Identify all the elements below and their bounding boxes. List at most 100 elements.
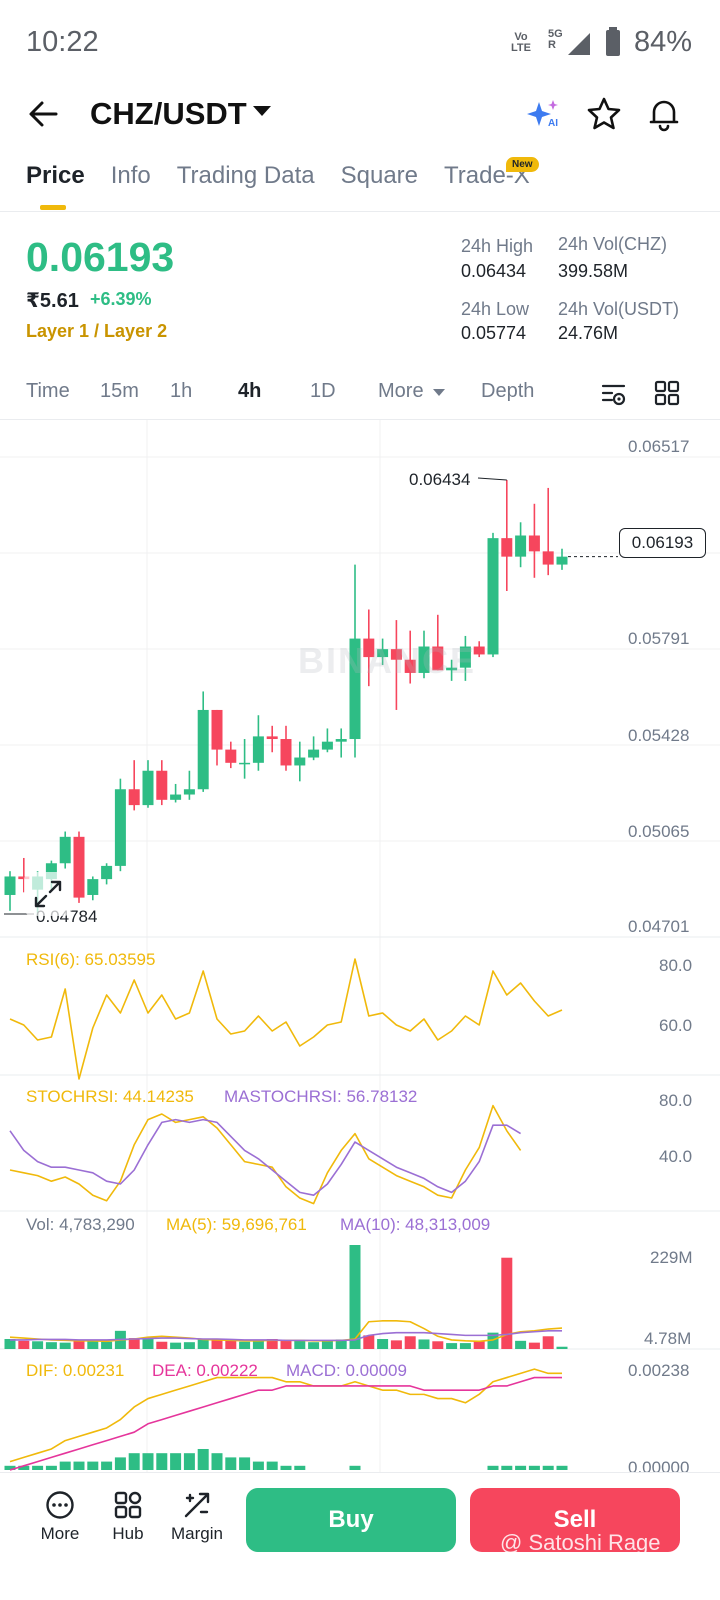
battery-percent: 84% xyxy=(633,26,692,58)
volume-bar xyxy=(294,1339,306,1349)
indicator-settings-icon[interactable] xyxy=(600,380,628,413)
pair-selector[interactable]: CHZ/USDT xyxy=(90,96,247,131)
ai-sparkle-icon[interactable]: AI xyxy=(526,96,562,132)
change-percent: +6.39% xyxy=(90,289,152,309)
volume-bar xyxy=(542,1336,554,1349)
margin-button[interactable]: Margin xyxy=(167,1490,227,1544)
user-watermark: @ Satoshi Rage xyxy=(500,1530,661,1555)
rsi-label: RSI(6): 65.03595 xyxy=(26,950,156,969)
signal-icon: 5G R xyxy=(547,27,592,57)
volume-bar xyxy=(432,1341,444,1349)
tab-square[interactable]: Square xyxy=(340,162,418,189)
interval-4h[interactable]: 4h xyxy=(238,380,262,402)
macd-bar xyxy=(156,1453,168,1470)
interval-1d[interactable]: 1D xyxy=(310,380,336,402)
high-marker: 0.06434 xyxy=(409,470,471,489)
current-price-tag: 0.06193 xyxy=(619,528,706,558)
candle-body xyxy=(4,876,16,895)
expand-icon[interactable] xyxy=(24,872,72,916)
stoch-axis-label: 40.0 xyxy=(659,1147,693,1166)
layout-grid-icon[interactable] xyxy=(654,380,680,411)
volume-bar xyxy=(211,1340,223,1349)
price-axis-label: 0.05428 xyxy=(628,726,690,745)
macd-bar xyxy=(487,1465,499,1470)
macd-bar xyxy=(170,1453,182,1470)
volume-bar xyxy=(501,1257,513,1349)
caret-down-icon[interactable] xyxy=(253,106,271,116)
macd-bar xyxy=(59,1461,71,1470)
network-type-label: 5G R xyxy=(547,27,563,51)
tab-price[interactable]: Price xyxy=(26,162,85,189)
ma5-label: MA(5): 59,696,761 xyxy=(166,1215,307,1234)
candle-body xyxy=(45,863,57,880)
active-tab-indicator xyxy=(40,205,66,210)
new-badge: New xyxy=(506,157,539,172)
more-dots-icon xyxy=(46,1491,74,1519)
volume-bar xyxy=(101,1341,113,1349)
macd-bar xyxy=(501,1465,513,1470)
back-arrow-icon[interactable] xyxy=(26,96,62,132)
macd-bar xyxy=(239,1457,251,1470)
volume-bar xyxy=(73,1340,85,1349)
interval-1h[interactable]: 1h xyxy=(170,380,193,402)
candle-body xyxy=(556,556,568,565)
divider xyxy=(0,419,720,420)
star-icon[interactable] xyxy=(586,96,622,132)
rsi-axis-label: 80.0 xyxy=(659,956,693,975)
category-tag[interactable]: Layer 1 / Layer 2 xyxy=(26,321,168,341)
volume-bar xyxy=(183,1342,195,1349)
volume-bar xyxy=(4,1339,16,1349)
hub-button[interactable]: Hub xyxy=(98,1490,158,1544)
buy-button[interactable]: Buy xyxy=(246,1488,456,1552)
macd-bar xyxy=(266,1461,278,1470)
interval-more[interactable]: More xyxy=(378,380,424,402)
sell-button[interactable]: Sell xyxy=(470,1488,680,1552)
volume-bar xyxy=(418,1339,430,1349)
bell-icon[interactable] xyxy=(646,96,682,132)
ma10-label: MA(10): 48,313,009 xyxy=(340,1215,491,1234)
tab-info[interactable]: Info xyxy=(110,162,151,189)
volume-bar xyxy=(252,1340,264,1349)
interval-15m[interactable]: 15m xyxy=(100,380,139,402)
volume-bar xyxy=(32,1341,44,1349)
macd-bar xyxy=(101,1461,113,1470)
more-button[interactable]: More xyxy=(30,1490,90,1544)
candle-body xyxy=(349,638,361,740)
price-axis-label: 0.04701 xyxy=(628,917,690,936)
candle-body xyxy=(128,789,140,806)
volume-bar xyxy=(266,1339,278,1349)
volume-label: Vol: 4,783,290 xyxy=(26,1215,135,1234)
macd-bar xyxy=(252,1461,264,1470)
candle-body xyxy=(418,646,430,673)
candlestick-chart[interactable] xyxy=(0,420,720,1472)
candle-body xyxy=(515,535,527,557)
more-label: More xyxy=(40,1524,80,1543)
margin-label: Margin xyxy=(171,1524,223,1543)
volume-bar xyxy=(556,1346,568,1349)
volume-bar xyxy=(473,1340,485,1349)
volume-bar xyxy=(308,1342,320,1349)
volume-bar xyxy=(363,1335,375,1349)
volume-bar xyxy=(404,1336,416,1349)
candle-body xyxy=(487,538,499,655)
hub-grid-icon xyxy=(114,1491,142,1519)
macd-bar xyxy=(183,1453,195,1470)
candle-body xyxy=(266,736,278,740)
candle-body xyxy=(170,794,182,800)
battery-icon xyxy=(605,26,620,56)
candle-body xyxy=(18,876,30,880)
depth-tab[interactable]: Depth xyxy=(481,380,535,402)
volume-axis-label: 4.78M xyxy=(644,1329,692,1348)
tab-trading-data[interactable]: Trading Data xyxy=(176,162,315,189)
candle-body xyxy=(390,649,402,660)
binance-watermark: BINANCE xyxy=(298,640,477,681)
candle-body xyxy=(501,538,513,557)
stochrsi-line xyxy=(9,1104,522,1205)
ma5-line xyxy=(9,1320,563,1343)
dif-label: DIF: 0.00231 xyxy=(26,1361,125,1380)
low-label: 24h Low xyxy=(461,299,530,319)
volume-bar xyxy=(225,1340,237,1349)
interval-time[interactable]: Time xyxy=(26,380,70,402)
rsi-line xyxy=(9,958,563,1080)
candle-body xyxy=(321,741,333,750)
